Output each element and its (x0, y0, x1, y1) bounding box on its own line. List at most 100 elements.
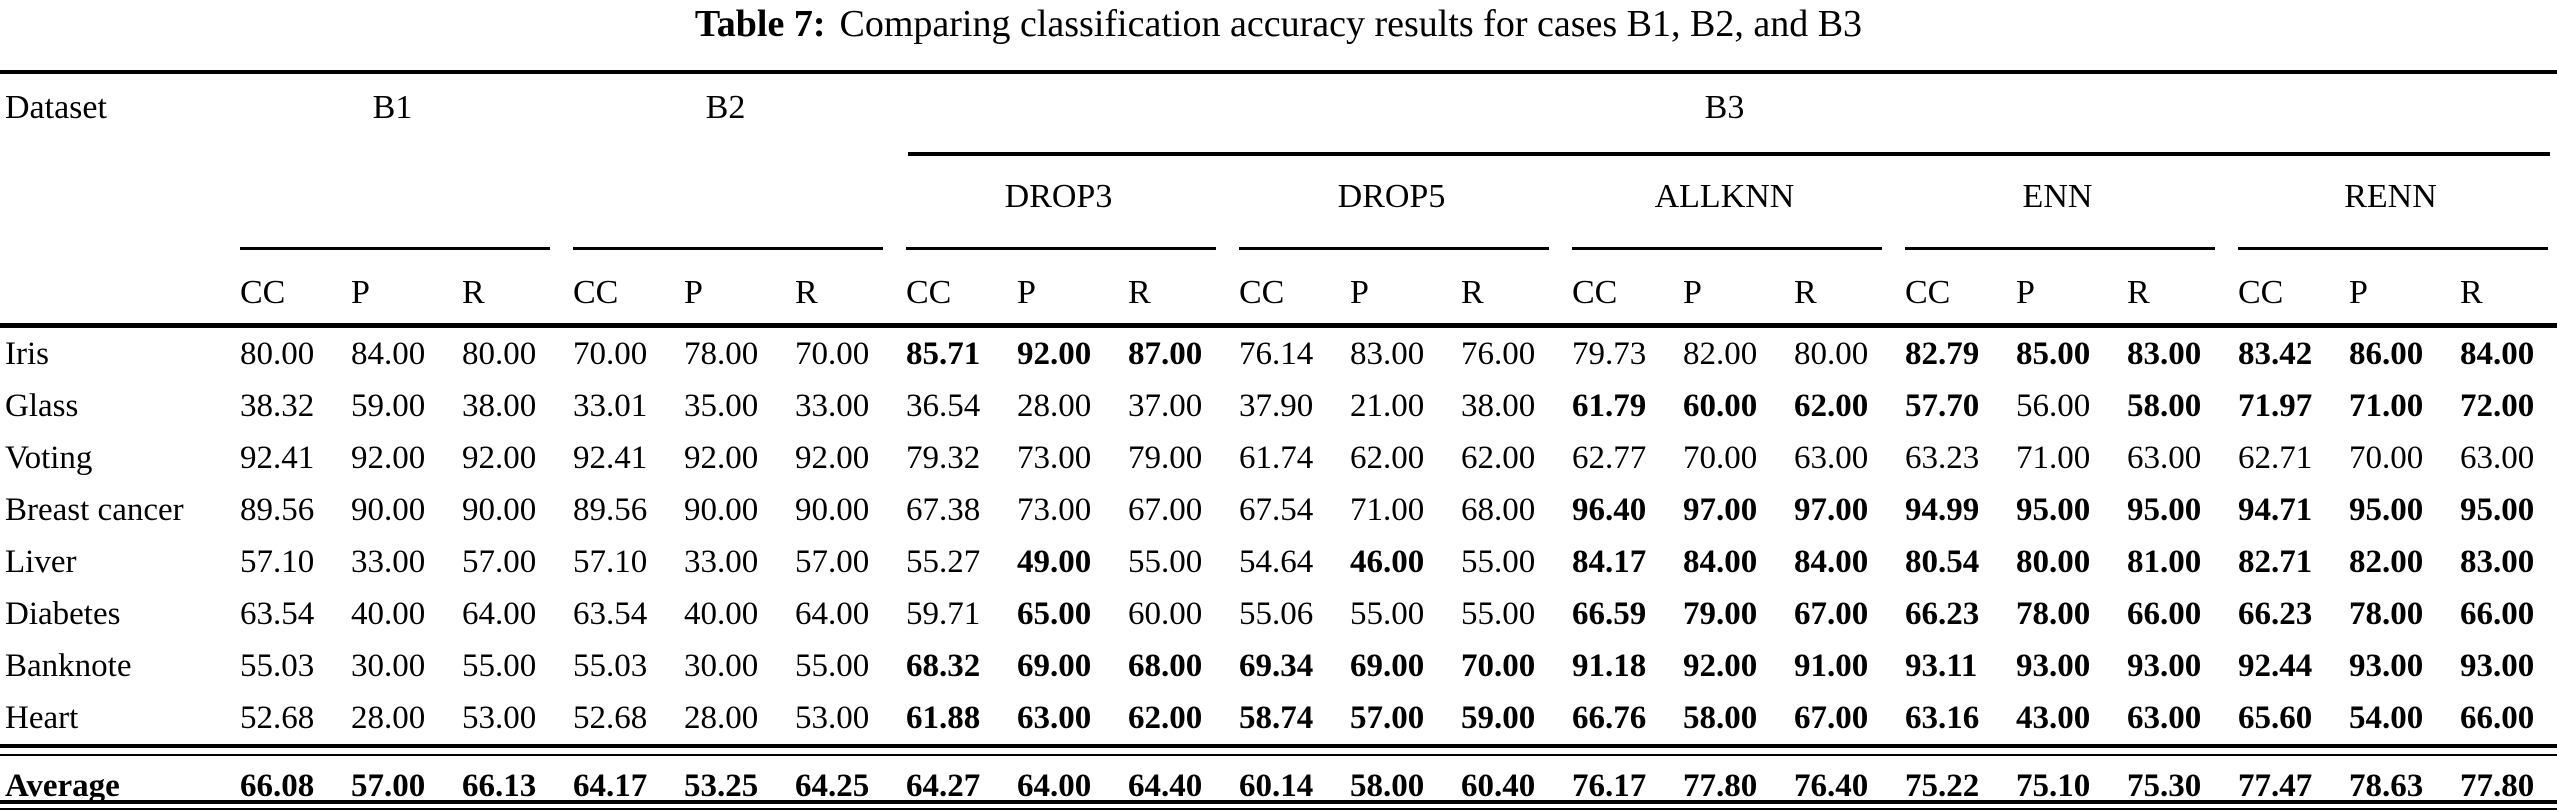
table-cell: 21.00 (1350, 387, 1425, 424)
metric-header: R (795, 274, 818, 311)
table-row: Diabetes 63.54 40.00 64.00 63.54 40.00 64.00 59… (0, 588, 2557, 640)
table-row: Liver 57.10 33.00 57.00 57.10 33.00 57.00 55.27… (0, 536, 2557, 588)
table-cell: 66.00 (2460, 699, 2535, 736)
table-cell: 55.00 (462, 647, 537, 684)
table-cell: 28.00 (684, 699, 759, 736)
table-row: Glass 38.32 59.00 38.00 33.01 35.00 33.00 36.54… (0, 380, 2557, 432)
table-cell: 95.00 (2349, 491, 2424, 528)
subgroup-header-allknn: ALLKNN (1654, 178, 1795, 215)
table-cell: 59.00 (351, 387, 426, 424)
table-cell: 28.00 (1017, 387, 1092, 424)
metric-header: R (462, 274, 485, 311)
table-cell: 85.71 (906, 335, 981, 372)
table-cell: 75.22 (1905, 768, 1980, 804)
table-cell: 55.00 (1461, 595, 1536, 632)
table-cell: 59.71 (906, 595, 981, 632)
table-cell: 92.00 (462, 439, 537, 476)
metric-header: R (1794, 274, 1817, 311)
table-cell: 92.00 (795, 439, 870, 476)
table-cell: 67.00 (1128, 491, 1203, 528)
table-cell: 97.00 (1683, 491, 1758, 528)
table-cell: 89.56 (240, 491, 315, 528)
average-row: Average 66.08 57.00 66.13 64.17 53.25 64.25 64.… (0, 756, 2557, 804)
table-cell: 92.41 (240, 439, 315, 476)
table-caption: Table 7: Comparing classification accura… (0, 0, 2557, 70)
table-cell: 83.00 (2460, 543, 2535, 580)
table-cell: 66.59 (1572, 595, 1647, 632)
table-cell: 93.00 (2016, 647, 2091, 684)
table-cell: 63.00 (1017, 699, 1092, 736)
table-cell: 66.23 (2238, 595, 2313, 632)
table-cell: 95.00 (2460, 491, 2535, 528)
table-cell: 71.00 (1350, 491, 1425, 528)
group-underline-row (0, 220, 2557, 250)
table-cell: 55.03 (240, 647, 315, 684)
table-cell: 80.00 (2016, 543, 2091, 580)
table-cell: 58.00 (1683, 699, 1758, 736)
table-cell: 40.00 (351, 595, 426, 632)
table-cell: 56.00 (2016, 387, 2091, 424)
table-cell: 57.00 (351, 768, 426, 804)
table-row: Voting 92.41 92.00 92.00 92.41 92.00 92.00 79.3… (0, 432, 2557, 484)
metric-header: CC (573, 274, 619, 311)
table-cell: 70.00 (1683, 439, 1758, 476)
table-row: Heart 52.68 28.00 53.00 52.68 28.00 53.00 61.88… (0, 692, 2557, 744)
table-cell: 83.00 (2127, 335, 2202, 372)
table-row: Iris 80.00 84.00 80.00 70.00 78.00 70.00 85.71 9… (0, 328, 2557, 380)
subgroup-header-drop3: DROP3 (1004, 178, 1113, 215)
table-cell: 57.10 (240, 543, 315, 580)
table-cell: 38.00 (1461, 387, 1536, 424)
table-cell: 64.00 (795, 595, 870, 632)
table-cell: 70.00 (1461, 647, 1536, 684)
table-cell: 93.00 (2127, 647, 2202, 684)
table-cell: 61.79 (1572, 387, 1647, 424)
row-label: Diabetes (5, 595, 121, 632)
table-cell: 63.23 (1905, 439, 1980, 476)
table-cell: 79.00 (1683, 595, 1758, 632)
table-cell: 30.00 (351, 647, 426, 684)
row-label: Iris (5, 335, 49, 372)
table-caption-label: Table 7: (694, 3, 826, 45)
table-cell: 58.00 (2127, 387, 2202, 424)
table-cell: 92.44 (2238, 647, 2313, 684)
rule-group-underline (240, 220, 550, 250)
table-cell: 33.00 (684, 543, 759, 580)
table-cell: 75.30 (2127, 768, 2202, 804)
table-cell: 61.88 (906, 699, 981, 736)
table-cell: 66.23 (1905, 595, 1980, 632)
metric-header: P (2016, 274, 2035, 311)
table-cell: 54.64 (1239, 543, 1314, 580)
table-cell: 61.74 (1239, 439, 1314, 476)
row-label: Voting (5, 439, 93, 476)
column-header-dataset: Dataset (5, 89, 107, 126)
table-cell: 85.00 (2016, 335, 2091, 372)
table-cell: 65.60 (2238, 699, 2313, 736)
table-cell: 68.00 (1128, 647, 1203, 684)
metric-header: CC (906, 274, 952, 311)
row-label: Liver (5, 543, 77, 580)
metric-header: P (684, 274, 703, 311)
table-cell: 53.00 (795, 699, 870, 736)
table-cell: 78.00 (684, 335, 759, 372)
table-cell: 59.00 (1461, 699, 1536, 736)
table-cell: 84.00 (1794, 543, 1869, 580)
subgroup-header-renn: RENN (2344, 178, 2437, 215)
table-cell: 91.00 (1794, 647, 1869, 684)
table-row: Banknote 55.03 30.00 55.00 55.03 30.00 55.00 68… (0, 640, 2557, 692)
table-cell: 93.11 (1905, 647, 1978, 684)
table-cell: 35.00 (684, 387, 759, 424)
table-cell: 55.00 (1128, 543, 1203, 580)
rule-bottom (0, 800, 2557, 810)
subgroup-header-enn: ENN (2022, 178, 2093, 215)
table-cell: 82.00 (2349, 543, 2424, 580)
table-cell: 77.80 (2460, 768, 2535, 804)
table-cell: 70.00 (573, 335, 648, 372)
table-cell: 52.68 (573, 699, 648, 736)
table-cell: 64.25 (795, 768, 870, 804)
rule-group-underline (906, 220, 1216, 250)
table-cell: 60.40 (1461, 768, 1536, 804)
table-cell: 76.00 (1461, 335, 1536, 372)
rule-header-bottom (0, 318, 2557, 328)
rule-group-underline (2238, 220, 2548, 250)
